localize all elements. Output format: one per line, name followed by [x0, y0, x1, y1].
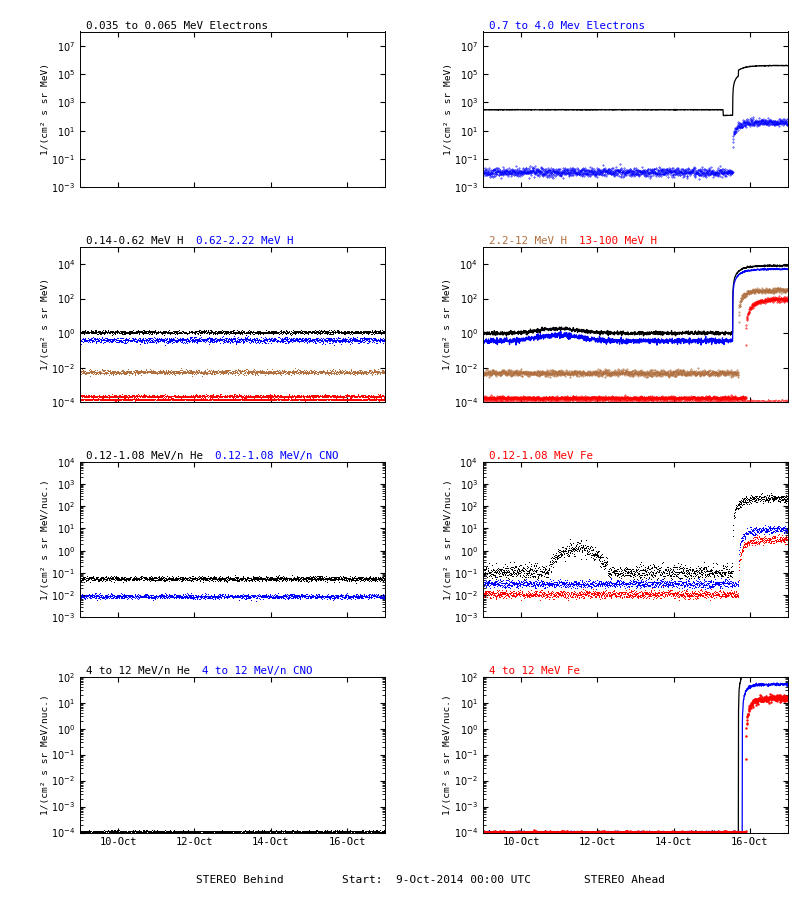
Text: 0.12-1.08 MeV Fe: 0.12-1.08 MeV Fe — [489, 451, 593, 461]
Text: 0.7 to 4.0 Mev Electrons: 0.7 to 4.0 Mev Electrons — [489, 21, 645, 31]
Text: 2.2-12 MeV H: 2.2-12 MeV H — [489, 236, 567, 246]
Text: 0.035 to 0.065 MeV Electrons: 0.035 to 0.065 MeV Electrons — [86, 21, 268, 31]
Y-axis label: 1/(cm² s sr MeV/nuc.): 1/(cm² s sr MeV/nuc.) — [443, 694, 452, 815]
Text: 13-100 MeV H: 13-100 MeV H — [579, 236, 657, 246]
Text: 0.12-1.08 MeV/n CNO: 0.12-1.08 MeV/n CNO — [215, 451, 339, 461]
Y-axis label: 1/(cm² s sr MeV/nuc.): 1/(cm² s sr MeV/nuc.) — [41, 479, 50, 600]
Text: 4 to 12 MeV/n CNO: 4 to 12 MeV/n CNO — [202, 666, 313, 676]
Y-axis label: 1/(cm² s sr MeV/nuc.): 1/(cm² s sr MeV/nuc.) — [443, 479, 453, 600]
Text: 0.14-0.62 MeV H: 0.14-0.62 MeV H — [86, 236, 184, 246]
Text: 0.62-2.22 MeV H: 0.62-2.22 MeV H — [196, 236, 294, 246]
Y-axis label: 1/(cm² s sr MeV): 1/(cm² s sr MeV) — [41, 63, 50, 156]
Text: STEREO Behind: STEREO Behind — [196, 875, 284, 885]
Text: STEREO Ahead: STEREO Ahead — [583, 875, 665, 885]
Y-axis label: 1/(cm² s sr MeV): 1/(cm² s sr MeV) — [443, 63, 453, 156]
Text: 4 to 12 MeV/n He: 4 to 12 MeV/n He — [86, 666, 190, 676]
Text: Start:  9-Oct-2014 00:00 UTC: Start: 9-Oct-2014 00:00 UTC — [342, 875, 530, 885]
Text: 0.12-1.08 MeV/n He: 0.12-1.08 MeV/n He — [86, 451, 203, 461]
Y-axis label: 1/(cm² s sr MeV/nuc.): 1/(cm² s sr MeV/nuc.) — [41, 694, 50, 815]
Y-axis label: 1/(cm² s sr MeV): 1/(cm² s sr MeV) — [443, 278, 452, 371]
Y-axis label: 1/(cm² s sr MeV): 1/(cm² s sr MeV) — [41, 278, 50, 371]
Text: 4 to 12 MeV Fe: 4 to 12 MeV Fe — [489, 666, 580, 676]
